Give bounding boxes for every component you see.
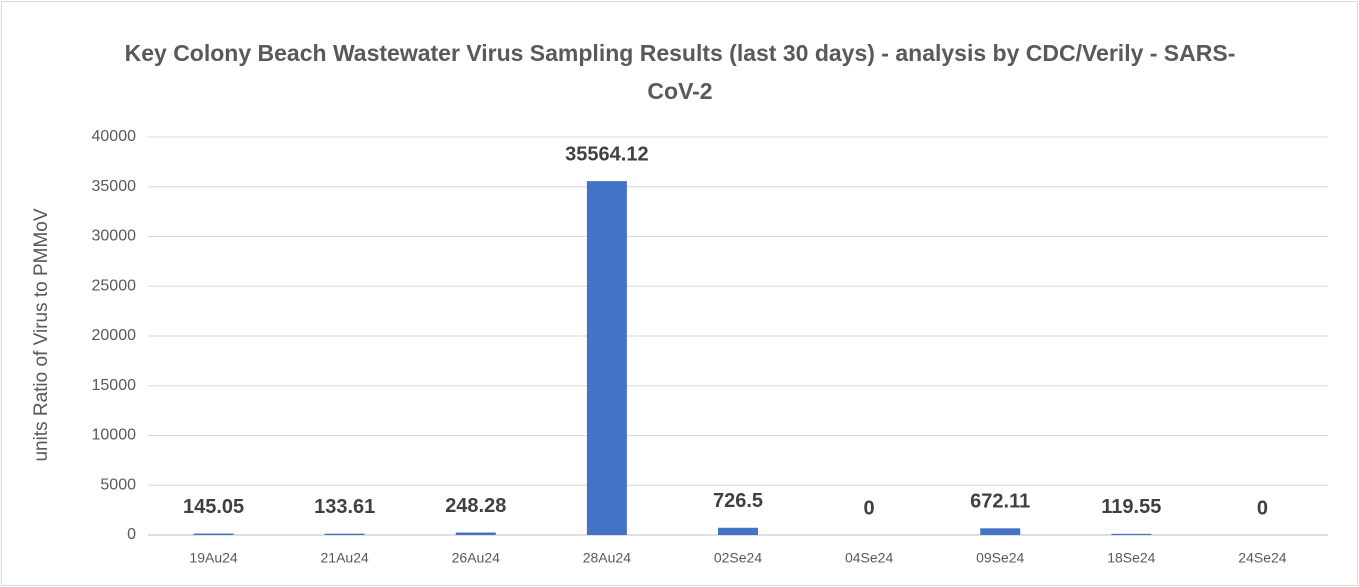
x-tick-label: 09Se24	[976, 550, 1024, 566]
bar	[455, 532, 496, 535]
x-tick-label: 24Se24	[1238, 550, 1286, 566]
x-tick-label: 19Au24	[189, 550, 237, 566]
y-tick-label: 5000	[100, 476, 136, 493]
x-tick-label: 21Au24	[321, 550, 369, 566]
bar	[1111, 533, 1152, 535]
y-tick-label: 35000	[92, 178, 137, 195]
data-label: 0	[1257, 497, 1268, 519]
x-tick-label: 18Se24	[1107, 550, 1155, 566]
data-label: 145.05	[183, 496, 244, 518]
y-tick-label: 0	[127, 526, 136, 543]
bar	[718, 527, 758, 535]
chart-title: Key Colony Beach Wastewater Virus Sampli…	[124, 40, 1236, 104]
data-label: 672.11	[970, 491, 1030, 513]
bar	[324, 533, 365, 535]
y-tick-label: 40000	[92, 128, 137, 145]
x-tick-label: 02Se24	[714, 550, 762, 566]
y-tick-label: 25000	[92, 277, 137, 294]
data-label: 248.28	[445, 495, 506, 517]
bar	[193, 533, 234, 535]
data-label: 133.61	[314, 496, 375, 518]
y-tick-label: 15000	[92, 377, 137, 394]
y-tick-label: 10000	[92, 427, 137, 444]
y-axis-label: units Ratio of Virus to PMMoV	[31, 208, 52, 461]
y-tick-label: 30000	[92, 228, 137, 245]
data-label: 119.55	[1101, 496, 1161, 518]
x-tick-label: 04Se24	[845, 550, 893, 566]
data-label: 726.5	[713, 490, 763, 512]
bar	[586, 181, 627, 535]
x-tick-label: 26Au24	[452, 550, 500, 566]
y-tick-label: 20000	[92, 327, 137, 344]
data-label: 0	[864, 497, 875, 519]
bar	[980, 528, 1021, 535]
x-tick-label: 28Au24	[583, 550, 631, 566]
data-label: 35564.12	[565, 143, 648, 165]
